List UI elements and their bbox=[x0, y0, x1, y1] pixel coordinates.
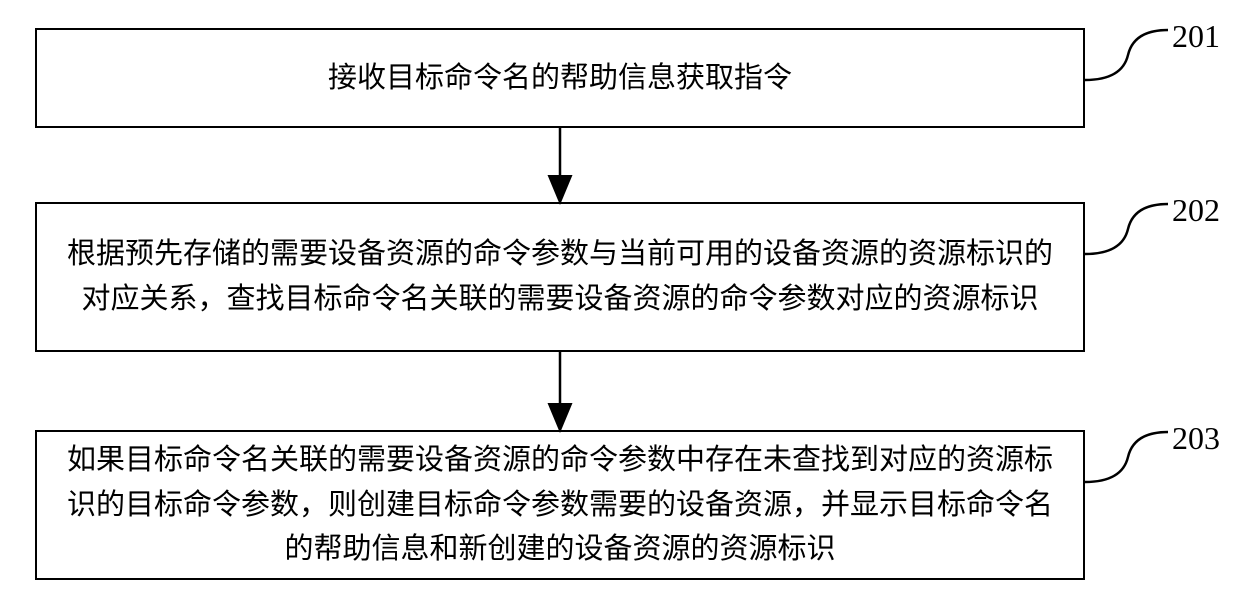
node-text: 根据预先存储的需要设备资源的命令参数与当前可用的设备资源的资源标识的对应关系，查… bbox=[57, 232, 1063, 322]
label-connector-203 bbox=[1085, 432, 1168, 482]
label-text: 203 bbox=[1172, 420, 1220, 456]
label-connector-201 bbox=[1085, 30, 1168, 80]
label-text: 202 bbox=[1172, 192, 1220, 228]
node-label-203: 203 bbox=[1172, 420, 1220, 457]
flowchart-node-203: 如果目标命令名关联的需要设备资源的命令参数中存在未查找到对应的资源标识的目标命令… bbox=[35, 430, 1085, 580]
flowchart-node-202: 根据预先存储的需要设备资源的命令参数与当前可用的设备资源的资源标识的对应关系，查… bbox=[35, 202, 1085, 352]
node-text: 接收目标命令名的帮助信息获取指令 bbox=[328, 56, 792, 101]
node-label-201: 201 bbox=[1172, 18, 1220, 55]
flowchart-node-201: 接收目标命令名的帮助信息获取指令 bbox=[35, 28, 1085, 128]
node-label-202: 202 bbox=[1172, 192, 1220, 229]
node-text: 如果目标命令名关联的需要设备资源的命令参数中存在未查找到对应的资源标识的目标命令… bbox=[57, 438, 1063, 573]
label-connector-202 bbox=[1085, 204, 1168, 254]
label-text: 201 bbox=[1172, 18, 1220, 54]
